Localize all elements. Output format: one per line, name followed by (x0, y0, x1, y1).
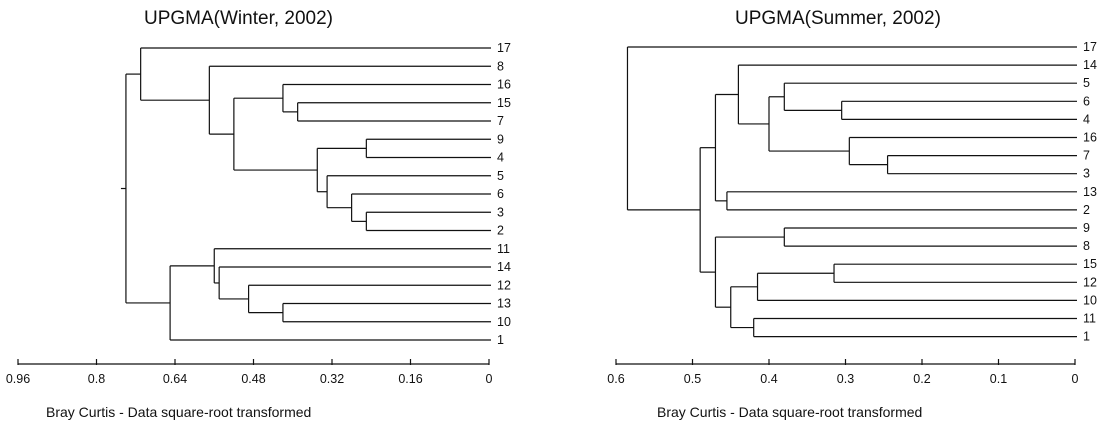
leaf-label: 1 (1083, 330, 1090, 344)
x-tick-label: 0.48 (241, 372, 265, 386)
leaf-label: 15 (1083, 257, 1097, 271)
leaf-label: 6 (1083, 94, 1090, 108)
leaf-label: 3 (497, 205, 504, 219)
leaf-label: 2 (1083, 203, 1090, 217)
leaf-label: 14 (497, 260, 511, 274)
leaf-label: 6 (497, 187, 504, 201)
leaf-label: 16 (1083, 131, 1097, 145)
winter-dendrogram-panel: UPGMA(Winter, 2002) 17 8 16 15 7 9 4 5 6 3 2 11 14 12… (0, 0, 530, 425)
leaf-label: 14 (1083, 58, 1097, 72)
x-tick-label: 0 (1072, 372, 1079, 386)
x-tick-label: 0 (486, 372, 493, 386)
summer-chart-title: UPGMA(Summer, 2002) (735, 8, 941, 29)
leaf-label: 16 (497, 78, 511, 92)
leaf-label: 12 (1083, 275, 1097, 289)
x-tick-label: 0.96 (6, 372, 30, 386)
leaf-label: 13 (1083, 185, 1097, 199)
leaf-label: 3 (1083, 167, 1090, 181)
winter-dendrogram: 17 8 16 15 7 9 4 5 6 3 2 11 14 12 13 10 1 0.96 0.8 0.64 0.48… (6, 41, 511, 386)
leaf-label: 4 (1083, 112, 1090, 126)
leaf-label: 17 (497, 41, 511, 55)
leaf-label: 8 (497, 59, 504, 73)
summer-dendrogram-panel: UPGMA(Summer, 2002) 17 14 5 6 4 16 7 3 13 2 9 8 15 12… (560, 0, 1112, 425)
x-tick-label: 0.3 (837, 372, 854, 386)
x-tick-label: 0.64 (163, 372, 187, 386)
x-tick-label: 0.8 (88, 372, 105, 386)
leaf-label: 7 (497, 114, 504, 128)
x-tick-label: 0.5 (684, 372, 701, 386)
x-tick-label: 0.6 (607, 372, 624, 386)
leaf-label: 11 (497, 242, 510, 256)
leaf-label: 10 (1083, 293, 1097, 307)
leaf-label: 12 (497, 278, 511, 292)
leaf-label: 1 (497, 333, 504, 347)
leaf-label: 17 (1083, 40, 1097, 54)
leaf-label: 5 (497, 169, 504, 183)
x-tick-label: 0.2 (913, 372, 930, 386)
summer-x-axis-label: Bray Curtis - Data square-root transform… (657, 404, 923, 420)
winter-x-axis-label: Bray Curtis - Data square-root transform… (46, 404, 312, 420)
x-tick-label: 0.4 (760, 372, 777, 386)
x-tick-label: 0.1 (990, 372, 1007, 386)
leaf-label: 9 (497, 132, 504, 146)
leaf-label: 13 (497, 297, 511, 311)
leaf-label: 8 (1083, 239, 1090, 253)
leaf-label: 4 (497, 151, 504, 165)
leaf-label: 9 (1083, 221, 1090, 235)
leaf-label: 15 (497, 96, 511, 110)
x-tick-label: 0.16 (398, 372, 422, 386)
leaf-label: 2 (497, 224, 504, 238)
winter-chart-title: UPGMA(Winter, 2002) (144, 8, 333, 29)
leaf-label: 10 (497, 315, 511, 329)
leaf-label: 7 (1083, 149, 1090, 163)
leaf-label: 5 (1083, 76, 1090, 90)
leaf-label: 11 (1083, 312, 1096, 326)
x-tick-label: 0.32 (320, 372, 344, 386)
